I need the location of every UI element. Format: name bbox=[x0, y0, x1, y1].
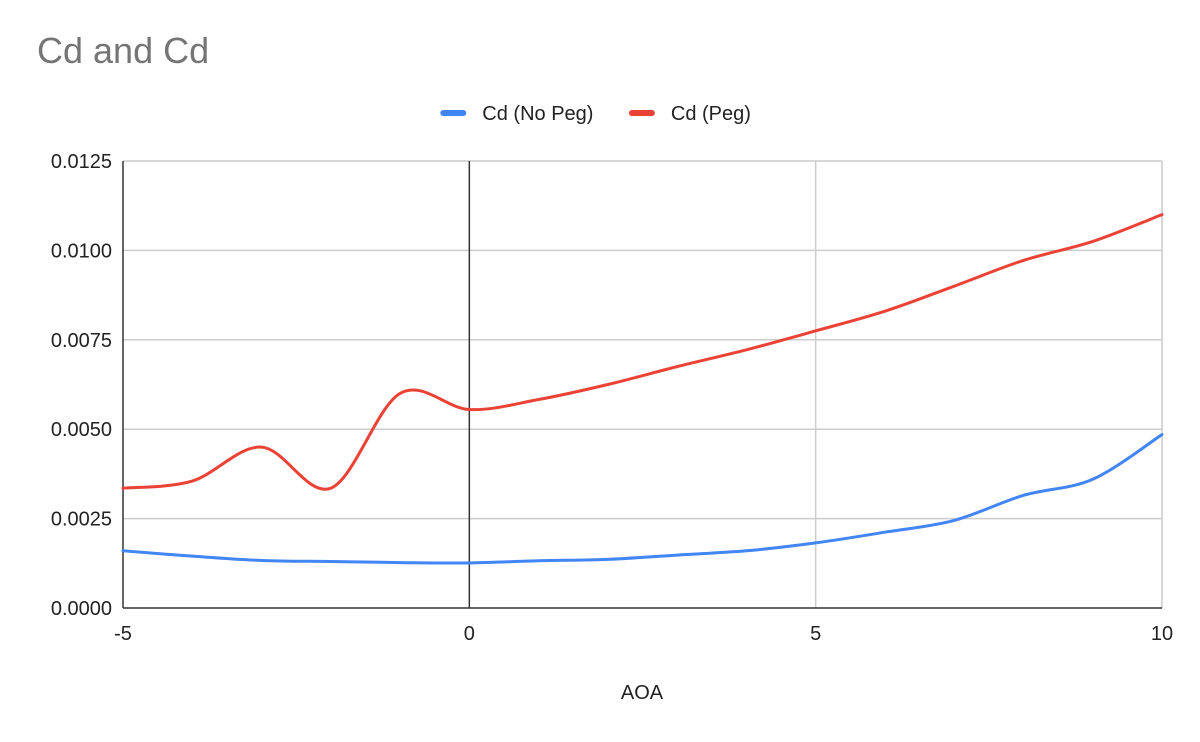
y-tick-label: 0.0050 bbox=[51, 419, 112, 441]
data-point-cd-no-peg bbox=[1091, 477, 1095, 481]
data-point-cd-peg bbox=[121, 486, 125, 490]
series-line-cd-no-peg bbox=[121, 433, 1164, 565]
data-point-cd-no-peg bbox=[744, 549, 748, 553]
data-point-cd-peg bbox=[537, 398, 541, 402]
data-point-cd-peg bbox=[883, 309, 887, 313]
data-point-cd-no-peg bbox=[1160, 433, 1164, 437]
axes-layer bbox=[122, 161, 1162, 609]
data-point-cd-no-peg bbox=[675, 553, 679, 557]
data-point-cd-peg bbox=[467, 408, 471, 412]
y-tick-label: 0.0000 bbox=[51, 598, 112, 620]
data-point-cd-no-peg bbox=[952, 518, 956, 522]
data-point-cd-peg bbox=[952, 284, 956, 288]
data-point-cd-no-peg bbox=[121, 549, 125, 553]
y-tick-label: 0.0125 bbox=[51, 151, 112, 173]
x-tick-label: 5 bbox=[810, 623, 821, 645]
data-point-cd-no-peg bbox=[190, 554, 194, 558]
data-point-cd-peg bbox=[398, 391, 402, 395]
data-point-cd-peg bbox=[1160, 213, 1164, 217]
tick-labels: 0.0000 0.0025 0.0050 0.0075 0.0100 0.0125 -5 0 5… bbox=[51, 151, 1173, 645]
data-point-cd-peg bbox=[329, 486, 333, 490]
legend-swatch-cd-peg bbox=[628, 110, 655, 116]
data-point-cd-no-peg bbox=[398, 561, 402, 565]
data-point-cd-no-peg bbox=[467, 561, 471, 565]
x-tick-label: 10 bbox=[1151, 623, 1173, 645]
data-point-cd-peg bbox=[606, 383, 610, 387]
y-tick-label: 0.0100 bbox=[51, 240, 112, 262]
data-point-cd-peg bbox=[814, 329, 818, 333]
data-point-cd-no-peg bbox=[883, 530, 887, 534]
legend: Cd (No Peg) Cd (Peg) bbox=[440, 103, 751, 125]
data-point-cd-no-peg bbox=[329, 560, 333, 564]
y-tick-label: 0.0025 bbox=[51, 509, 112, 531]
data-point-cd-peg bbox=[1021, 258, 1025, 262]
y-tick-label: 0.0075 bbox=[51, 330, 112, 352]
series-layer bbox=[121, 213, 1164, 565]
x-tick-label: -5 bbox=[114, 623, 132, 645]
data-point-cd-no-peg bbox=[260, 558, 264, 562]
data-point-cd-peg bbox=[1091, 239, 1095, 243]
data-point-cd-peg bbox=[744, 348, 748, 352]
data-point-cd-peg bbox=[190, 479, 194, 483]
grid-layer bbox=[123, 160, 1163, 608]
legend-label-cd-no-peg: Cd (No Peg) bbox=[482, 103, 593, 125]
data-point-cd-no-peg bbox=[537, 559, 541, 563]
data-point-cd-no-peg bbox=[1021, 493, 1025, 497]
legend-swatch-cd-no-peg bbox=[440, 110, 467, 116]
series-line-cd-peg bbox=[121, 213, 1164, 491]
legend-label-cd-peg: Cd (Peg) bbox=[671, 103, 751, 125]
data-point-cd-no-peg bbox=[814, 541, 818, 545]
data-point-cd-peg bbox=[675, 365, 679, 369]
x-axis-title: AOA bbox=[621, 682, 664, 704]
data-point-cd-no-peg bbox=[606, 557, 610, 561]
data-point-cd-peg bbox=[260, 445, 264, 449]
x-tick-label: 0 bbox=[464, 623, 475, 645]
chart-title: Cd and Cd bbox=[37, 30, 210, 71]
